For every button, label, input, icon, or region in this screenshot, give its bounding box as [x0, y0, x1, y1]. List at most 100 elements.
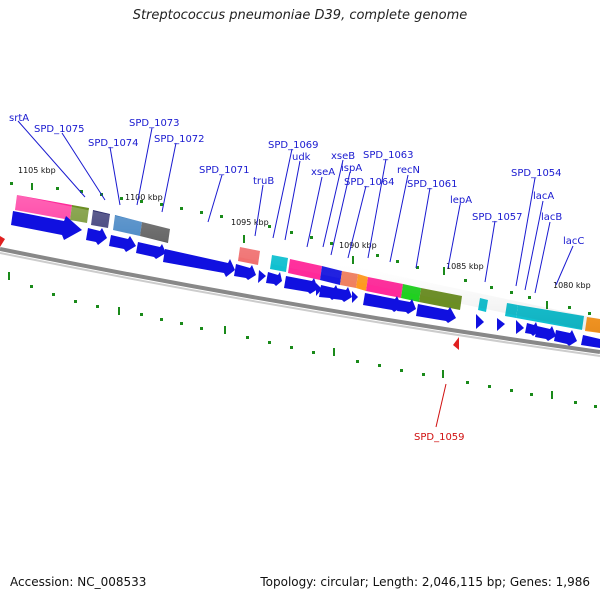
label-leader-lines	[17, 120, 574, 294]
gene-arrow	[334, 287, 352, 302]
map-title: Streptococcus pneumoniae D39, complete g…	[132, 8, 468, 23]
leader-line	[109, 146, 121, 206]
leader-line	[17, 120, 86, 198]
leader-line	[330, 171, 351, 256]
leader-line	[136, 127, 153, 206]
gene-arrow	[581, 335, 600, 348]
gene-arrow	[363, 293, 402, 312]
gene-arrow	[109, 235, 136, 252]
leader-line	[161, 142, 177, 213]
gene-label: SPD_1072	[154, 134, 205, 145]
gene-label: lacA	[533, 191, 554, 202]
gene-arrow	[316, 283, 322, 296]
tick-mark	[530, 393, 533, 396]
tick-mark	[30, 285, 33, 288]
gene-arrow	[497, 318, 505, 331]
gene-labels: srtA SPD_1075 SPD_1074 SPD_1073 SPD_1072…	[9, 113, 584, 443]
tick-mark	[180, 207, 183, 210]
gene-arrow	[516, 320, 524, 334]
gene-arrow	[258, 270, 266, 283]
gene-label: recN	[397, 165, 420, 176]
tick-mark	[416, 266, 419, 269]
gene-arrow-row	[11, 211, 600, 348]
gene-arrow	[136, 242, 166, 259]
kbp-label: 1090 kbp	[339, 241, 377, 250]
tick-mark	[568, 306, 571, 309]
leader-line	[272, 148, 293, 239]
leader-line	[524, 200, 544, 291]
gene-label: udk	[292, 152, 311, 163]
gene-label: SPD_1063	[363, 150, 414, 161]
tick-mark	[594, 405, 597, 408]
gene-label: xseA	[311, 167, 335, 178]
tick-mark	[310, 236, 313, 239]
leader-line	[284, 160, 301, 241]
genome-backbone-shadow	[0, 252, 600, 357]
leader-line	[515, 177, 536, 287]
gene-arrow	[163, 249, 235, 277]
tick-mark	[574, 401, 577, 404]
leader-line	[61, 132, 106, 201]
gene-label: truB	[253, 176, 274, 187]
accession-text: Accession: NC_008533	[10, 575, 147, 589]
gene-arrow	[397, 299, 416, 314]
gene-arrow	[535, 326, 556, 341]
tick-mark	[52, 293, 55, 296]
tick-mark	[466, 381, 469, 384]
gene-label: SPD_1064	[344, 177, 395, 188]
gene-arrow	[476, 314, 484, 329]
leader-line	[534, 221, 551, 294]
tick-mark	[464, 279, 467, 282]
tick-mark	[376, 254, 379, 257]
tick-mark	[180, 322, 183, 325]
leader-line	[555, 245, 574, 286]
tick-mark	[422, 373, 425, 376]
tick-mark	[400, 369, 403, 372]
tick-mark	[10, 182, 13, 185]
tick-mark	[80, 190, 83, 193]
leader-line	[207, 174, 223, 223]
tick-mark	[140, 200, 143, 203]
tick-mark	[200, 327, 203, 330]
tick-mark	[31, 183, 33, 190]
tick-mark	[551, 391, 553, 399]
leader-line	[447, 204, 461, 269]
gene-label: SPD_1074	[88, 138, 139, 149]
tick-mark	[74, 300, 77, 303]
leader-line	[347, 185, 367, 259]
outer-tick-ring	[10, 182, 591, 315]
tick-mark	[442, 370, 444, 378]
tick-mark	[588, 312, 591, 315]
genome-backbone	[0, 247, 600, 354]
tick-mark	[490, 286, 493, 289]
tick-mark	[220, 215, 223, 218]
tick-mark	[56, 187, 59, 190]
tick-mark	[333, 348, 335, 356]
leader-line	[254, 184, 264, 237]
tick-mark	[356, 360, 359, 363]
kbp-label: 1100 kbp	[125, 193, 163, 202]
tick-mark	[243, 235, 245, 243]
tick-mark	[140, 313, 143, 316]
gene-arrow	[11, 211, 82, 240]
tick-mark	[312, 351, 315, 354]
gene-label: SPD_1054	[511, 168, 562, 179]
tick-mark	[528, 296, 531, 299]
gene-label-highlight: SPD_1059	[414, 432, 465, 443]
red-marker-icon	[453, 337, 459, 350]
genome-summary-text: Topology: circular; Length: 2,046,115 bp…	[260, 575, 590, 589]
gene-label: SPD_1069	[268, 140, 319, 151]
gene-arrow	[525, 322, 539, 336]
gene-label: lacC	[563, 236, 584, 247]
tick-mark	[200, 211, 203, 214]
gene-label: lepA	[450, 195, 472, 206]
leader-line	[367, 158, 387, 259]
gene-label: SPD_1075	[34, 124, 85, 135]
gene-label: SPD_1073	[129, 118, 180, 129]
tick-mark	[290, 346, 293, 349]
leader-line	[306, 176, 323, 248]
tick-mark	[330, 242, 333, 245]
kbp-labels: 1105 kbp 1100 kbp 1095 kbp 1090 kbp 1085…	[18, 166, 591, 290]
tick-mark	[396, 260, 399, 263]
